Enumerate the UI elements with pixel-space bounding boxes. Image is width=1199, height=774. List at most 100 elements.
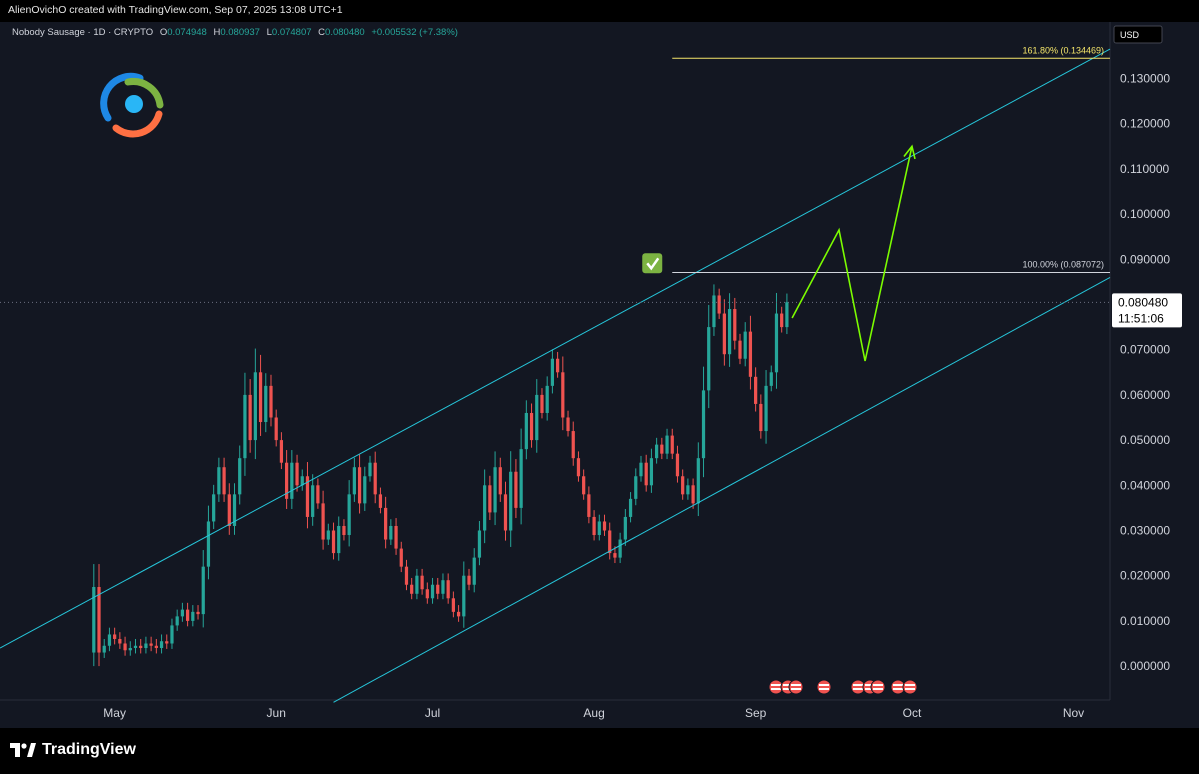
fib-level-label: 161.80% (0.134469) [1022,45,1104,55]
candle-body [608,530,612,554]
candle [415,568,419,600]
candle-body [446,580,450,599]
y-axis-ticks: 0.130000 0.120000 0.110000 0.100000 0.090000… [1120,72,1170,674]
candle-body [347,494,351,536]
candle-body [660,444,664,454]
candle [785,293,789,335]
y-tick-label: 0.060000 [1120,388,1170,402]
candle-body [170,625,174,644]
us-event-icon[interactable] [768,679,784,695]
x-tick-label: Aug [583,706,604,720]
candle [399,541,403,573]
candle [748,315,753,390]
event-flag-stripe [819,684,829,686]
channel-upper-line [0,48,1111,649]
candle [321,490,325,550]
candle [316,478,320,509]
candle-body [613,553,617,558]
candle-body [472,557,476,585]
candle-body [305,476,310,517]
candle-body [227,494,231,526]
candle-body [477,530,482,558]
candle-body [493,467,497,513]
event-flag-stripe [791,688,801,690]
candle [509,451,513,547]
candle [128,641,132,656]
us-event-icon[interactable] [870,679,886,695]
candle [462,561,466,628]
candle [446,573,450,604]
legend-l-label: L [267,27,272,38]
candle [420,568,424,595]
candle-body [206,521,211,567]
candle-body [102,645,106,653]
y-tick-label: 0.090000 [1120,252,1170,266]
economic-events[interactable] [768,679,918,695]
candle-body [279,440,284,463]
candle [722,299,726,366]
candle [759,394,763,439]
y-tick-label: 0.070000 [1120,343,1170,357]
legend-c-label: C [318,27,325,38]
us-event-icon[interactable] [788,679,804,695]
tradingview-brand[interactable]: TradingView [10,741,136,759]
currency-button[interactable]: USD [1113,25,1163,44]
candle [217,457,221,502]
price-chart[interactable]: 161.80% (0.134469) 100.00% (0.087072) Nob… [0,22,1199,728]
candle-body [92,587,96,653]
candle [555,351,560,378]
candle [618,532,622,564]
event-flag-stripe [865,688,875,690]
candle-body [342,525,346,536]
event-flag-circle [870,679,886,695]
candle-body [571,431,575,459]
candle [139,638,143,654]
candle [503,481,508,541]
candle [212,484,216,530]
currency-label: USD [1120,30,1140,40]
candle-body [149,643,153,646]
candle-body [139,645,143,649]
candle [258,354,263,436]
brand-label: TradingView [42,741,136,758]
candle-body [467,575,471,585]
candle-body [378,494,383,508]
legend-high: 0.080937 [220,27,260,38]
candle-body [238,458,242,495]
candle-body [436,584,440,594]
candle [196,605,200,620]
us-event-icon[interactable] [902,679,918,695]
candle [191,605,195,627]
candle-body [681,476,685,495]
candle [206,505,211,580]
candle [660,437,664,460]
candle-body [285,462,289,499]
y-tick-label: 0.000000 [1120,659,1170,673]
legend-open: 0.074948 [167,27,207,38]
candle-body [253,372,257,441]
candle-body [326,530,330,540]
candle-body [185,609,190,621]
candle-body [634,476,638,499]
candle-body [107,634,112,646]
candle-body [722,313,726,355]
candle [425,582,429,604]
candles-layer [92,284,789,667]
candle [123,636,127,656]
candle-body [759,403,763,432]
legend-low: 0.074807 [272,27,312,38]
x-axis-ticks: May Jun Jul Aug Sep Oct Nov [103,706,1084,720]
candle [514,459,518,519]
candle [639,455,643,482]
us-event-icon[interactable] [816,679,832,695]
event-flag-stripe [783,688,793,690]
candle-body [404,566,409,585]
x-tick-label: Sep [745,706,767,720]
candle [743,322,747,367]
event-flag-stripe [853,688,863,690]
candle-body [248,394,252,441]
candle [144,636,148,654]
candle [733,297,737,350]
candle-body [582,476,586,495]
us-event-icon[interactable] [890,679,906,695]
